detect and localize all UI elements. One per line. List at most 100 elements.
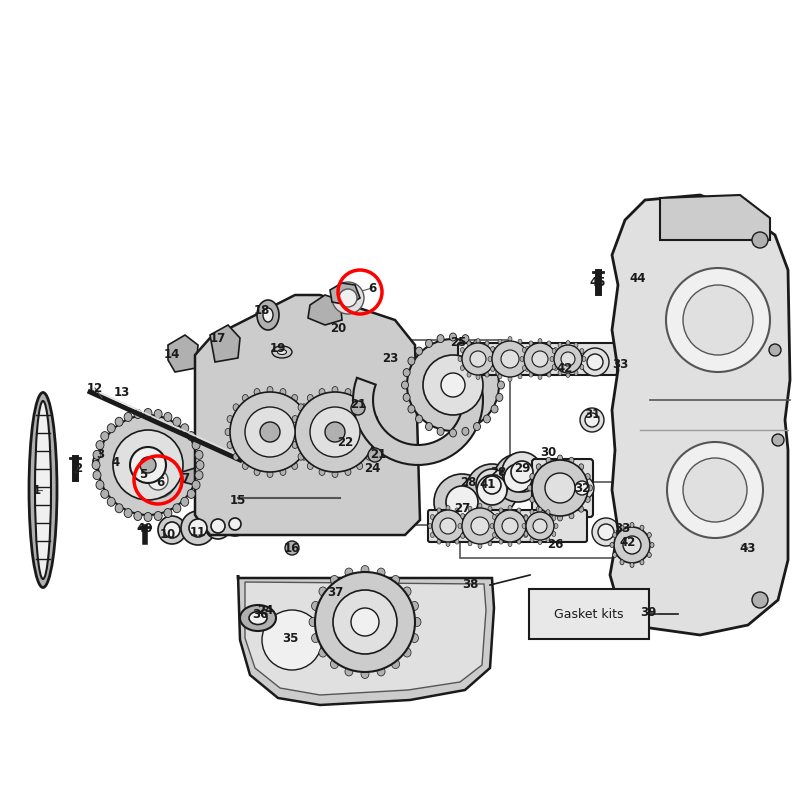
Ellipse shape [538,338,542,343]
Ellipse shape [462,334,469,342]
Text: 15: 15 [230,494,246,506]
Ellipse shape [485,372,489,377]
Ellipse shape [450,333,457,341]
Ellipse shape [267,470,273,478]
Ellipse shape [546,510,550,514]
Circle shape [434,474,490,530]
Ellipse shape [227,415,233,422]
Ellipse shape [461,534,465,538]
Ellipse shape [290,429,296,435]
Ellipse shape [630,522,634,527]
Text: 28: 28 [460,475,476,489]
Circle shape [189,519,207,537]
Ellipse shape [319,469,325,475]
Ellipse shape [257,300,279,330]
Ellipse shape [101,432,109,441]
Ellipse shape [93,450,101,459]
Text: 11: 11 [190,526,206,538]
Ellipse shape [377,667,385,676]
Ellipse shape [495,534,499,538]
Ellipse shape [372,415,378,422]
Polygon shape [210,325,240,362]
Ellipse shape [546,458,551,463]
Ellipse shape [402,381,409,389]
Ellipse shape [580,349,584,354]
Text: 31: 31 [584,409,600,422]
Ellipse shape [586,497,590,502]
Circle shape [772,434,784,446]
Ellipse shape [430,533,434,538]
Ellipse shape [415,415,422,423]
Circle shape [532,460,588,516]
Circle shape [260,422,280,442]
Ellipse shape [554,347,558,353]
Circle shape [295,392,375,472]
Ellipse shape [307,442,313,449]
Text: 19: 19 [270,342,286,354]
Ellipse shape [96,480,104,490]
Ellipse shape [547,372,551,377]
Polygon shape [238,575,494,705]
Ellipse shape [620,560,624,565]
Ellipse shape [403,394,410,402]
Ellipse shape [403,369,410,377]
Circle shape [211,519,225,533]
Ellipse shape [508,377,512,382]
Text: 44: 44 [630,271,646,285]
Ellipse shape [154,511,162,521]
Ellipse shape [529,372,533,377]
Ellipse shape [483,347,490,355]
Ellipse shape [468,506,472,511]
Ellipse shape [124,509,132,518]
Text: 42: 42 [557,362,573,374]
Ellipse shape [580,365,584,370]
Ellipse shape [530,474,534,479]
Circle shape [446,486,478,518]
Ellipse shape [254,469,260,475]
Ellipse shape [462,427,469,435]
Ellipse shape [124,413,132,422]
Ellipse shape [173,504,181,513]
Ellipse shape [192,441,200,450]
Circle shape [325,422,345,442]
Circle shape [441,373,465,397]
Ellipse shape [195,470,203,480]
Ellipse shape [309,618,317,626]
Text: 6: 6 [156,475,164,489]
Ellipse shape [499,539,503,544]
Circle shape [462,343,494,375]
Ellipse shape [620,525,624,530]
Ellipse shape [196,461,204,470]
Ellipse shape [552,349,556,354]
FancyBboxPatch shape [532,459,593,517]
Text: 14: 14 [164,349,180,362]
Circle shape [587,354,603,370]
Ellipse shape [522,523,526,529]
Circle shape [752,232,768,248]
Circle shape [164,522,180,538]
Circle shape [667,442,763,538]
Ellipse shape [522,366,526,370]
Ellipse shape [556,357,560,362]
Ellipse shape [558,515,562,521]
Text: 1: 1 [33,483,41,497]
Polygon shape [168,335,198,372]
Text: 4: 4 [112,455,120,469]
Ellipse shape [527,485,533,491]
Ellipse shape [508,542,512,546]
Text: 2: 2 [74,462,82,474]
Ellipse shape [558,455,562,461]
Circle shape [466,464,518,516]
Ellipse shape [640,560,644,565]
Ellipse shape [524,531,528,537]
Circle shape [262,610,322,670]
Ellipse shape [187,490,195,498]
Ellipse shape [345,667,353,676]
Polygon shape [330,283,360,305]
Circle shape [440,518,456,534]
Ellipse shape [464,523,468,529]
Ellipse shape [546,538,550,542]
Ellipse shape [280,389,286,395]
Ellipse shape [462,533,466,538]
Ellipse shape [446,506,450,510]
